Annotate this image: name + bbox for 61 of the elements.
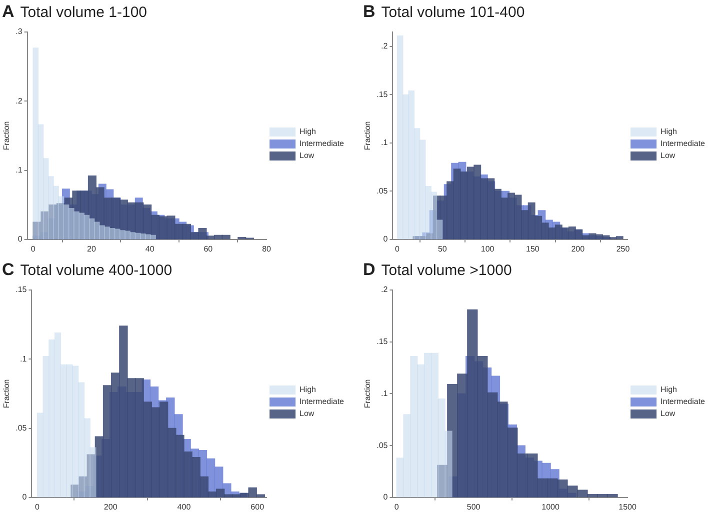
y-tick-label: .05 — [16, 423, 28, 432]
legend-label: High — [660, 385, 677, 394]
text: D — [363, 260, 376, 279]
y-tick-label: .2 — [381, 42, 388, 51]
y-tick-label: .15 — [16, 285, 28, 294]
y-tick-label: .1 — [20, 354, 28, 364]
x-tick-label: 0 — [35, 502, 40, 512]
x-tick-label: 1000 — [542, 502, 560, 512]
legend-label: Intermediate — [300, 139, 345, 148]
legend-label: High — [660, 127, 677, 136]
x-tick-label: 150 — [526, 244, 540, 254]
y-tick-label: .3 — [16, 27, 23, 36]
legend-label: Low — [300, 409, 314, 418]
legend-label: High — [300, 127, 316, 136]
x-tick-label: 100 — [480, 244, 495, 254]
chart-title: Total volume 101-400 — [381, 4, 525, 21]
y-axis-title: Fraction — [363, 121, 372, 150]
x-tick-label: 0 — [30, 244, 36, 254]
legend-label: Low — [300, 151, 314, 160]
x-tick-label: 200 — [571, 244, 586, 254]
y-tick-label: .1 — [16, 165, 23, 174]
x-tick-label: 80 — [262, 244, 272, 254]
x-tick-label: 20 — [87, 244, 96, 254]
y-tick-label: .1 — [381, 388, 388, 398]
y-tick-label: 0 — [22, 492, 28, 502]
x-tick-label: 0 — [395, 244, 400, 254]
x-tick-label: 1500 — [618, 502, 637, 512]
x-tick-label: 0 — [394, 502, 400, 512]
legend-label: Intermediate — [660, 139, 706, 148]
y-axis-title: Fraction — [2, 379, 12, 408]
y-tick-label: .05 — [376, 440, 388, 450]
x-tick-label: 600 — [250, 502, 265, 512]
legend-label: Intermediate — [660, 397, 706, 406]
chart-title: Total volume >1000 — [381, 262, 512, 279]
legend-label: Low — [660, 409, 676, 418]
x-tick-label: 40 — [145, 244, 155, 254]
y-tick-label: .2 — [381, 285, 388, 294]
y-tick-label: 0 — [18, 234, 23, 244]
text: B — [363, 2, 376, 21]
legend-label: Low — [660, 151, 676, 160]
x-tick-label: 50 — [438, 244, 448, 254]
legend-label: High — [300, 385, 316, 394]
chart-title: Total volume 1-100 — [20, 4, 148, 21]
text: A — [2, 2, 14, 21]
x-tick-label: 250 — [616, 244, 630, 254]
y-tick-label: .2 — [16, 96, 23, 106]
x-tick-label: 200 — [104, 502, 118, 512]
text: C — [2, 260, 14, 279]
y-axis-title: Fraction — [363, 379, 372, 408]
y-tick-label: .15 — [376, 337, 388, 346]
y-tick-label: 0 — [383, 234, 388, 244]
y-axis-title: Fraction — [2, 121, 12, 150]
x-tick-label: 400 — [177, 502, 192, 512]
chart-title: Total volume 400-1000 — [20, 262, 172, 279]
x-tick-label: 60 — [204, 244, 214, 254]
y-tick-label: .15 — [376, 90, 388, 99]
x-tick-label: 500 — [466, 502, 481, 512]
y-tick-label: .1 — [381, 138, 388, 148]
y-tick-label: 0 — [383, 492, 388, 502]
y-tick-label: .05 — [376, 186, 388, 196]
legend-label: Intermediate — [300, 397, 345, 406]
